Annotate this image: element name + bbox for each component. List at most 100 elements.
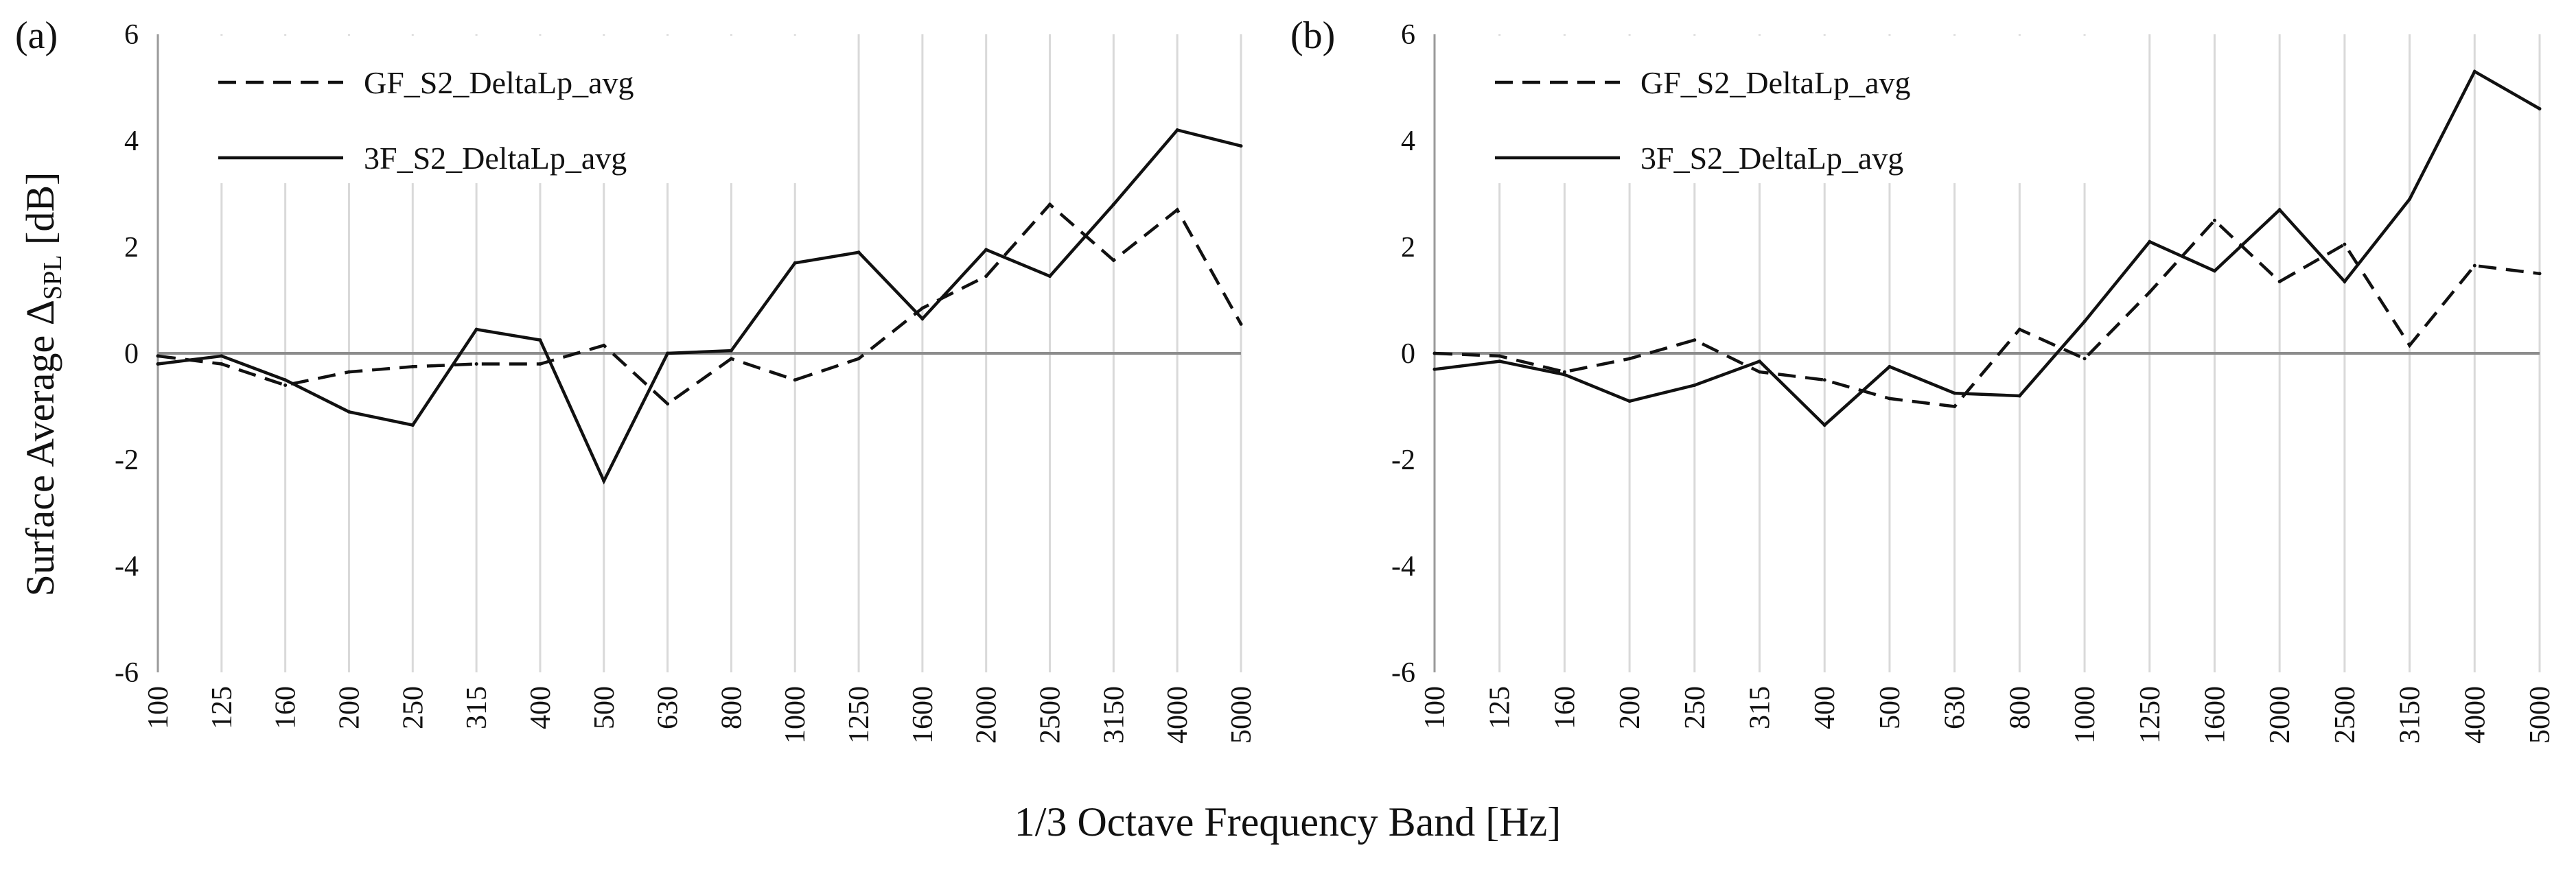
x-tick-label: 630	[1940, 686, 1971, 729]
x-tick-label: 100	[1419, 686, 1451, 729]
y-axis-title-unit: [dB]	[18, 172, 62, 255]
y-tick-label: 0	[124, 338, 139, 370]
x-tick-label: 250	[1680, 686, 1711, 729]
data-point	[920, 306, 925, 310]
y-tick-label: 2	[1401, 232, 1415, 263]
data-point	[283, 384, 288, 387]
data-point	[2472, 263, 2476, 268]
data-point	[793, 378, 797, 382]
x-tick-label: 200	[1614, 686, 1646, 729]
data-point	[1888, 397, 1892, 401]
data-point	[2343, 242, 2347, 246]
data-point	[2408, 343, 2412, 347]
panel-label: (a)	[15, 14, 58, 57]
data-point	[2277, 208, 2282, 212]
data-point	[666, 402, 670, 406]
data-point	[984, 274, 988, 279]
data-point	[2082, 320, 2087, 323]
x-tick-label: 1250	[2135, 686, 2166, 744]
data-point	[1693, 384, 1697, 387]
data-point	[1758, 360, 1762, 364]
y-tick-label: -2	[115, 445, 139, 476]
x-tick-label: 2500	[1035, 686, 1067, 744]
x-tick-label: 500	[589, 686, 620, 729]
x-tick-label: 800	[2004, 686, 2036, 729]
y-tick-label: -4	[115, 551, 139, 582]
data-point	[1498, 360, 1502, 364]
data-point	[1111, 258, 1115, 262]
series-line-GF_S2_DeltaLp_avg	[157, 202, 1242, 406]
data-point	[857, 250, 861, 255]
data-point	[729, 349, 733, 353]
data-point	[2017, 327, 2021, 331]
data-point	[1498, 354, 1502, 358]
data-point	[602, 479, 606, 483]
data-point	[347, 410, 351, 414]
data-point	[220, 354, 224, 358]
x-tick-label: 2000	[971, 686, 1003, 744]
x-axis-title: 1/3 Octave Frequency Band [Hz]	[1014, 799, 1561, 845]
data-point	[857, 357, 861, 361]
data-point	[1822, 378, 1826, 382]
data-point	[156, 362, 160, 366]
y-tick-label: 0	[1401, 338, 1415, 370]
data-point	[538, 338, 542, 342]
data-point	[2212, 218, 2216, 222]
y-tick-label: 6	[1401, 19, 1415, 51]
y-tick-label: 2	[124, 232, 139, 263]
data-point	[538, 362, 542, 366]
data-point	[283, 378, 288, 382]
x-tick-label: 315	[1745, 686, 1776, 729]
y-tick-label: 6	[124, 19, 139, 51]
data-point	[1822, 423, 1826, 427]
x-tick-label: 4000	[1162, 686, 1194, 744]
x-tick-label: 2500	[2330, 686, 2361, 744]
data-point	[2017, 394, 2021, 398]
x-tick-label: 250	[397, 686, 429, 729]
data-point	[347, 370, 351, 374]
y-axis-title: Surface Average ΔSPL [dB]	[18, 172, 67, 597]
data-point	[1562, 373, 1566, 377]
data-point	[1888, 364, 1892, 368]
x-tick-label: 400	[1809, 686, 1841, 729]
data-point	[2408, 197, 2412, 201]
x-tick-label: 3150	[2395, 686, 2426, 744]
x-tick-label: 3150	[1098, 686, 1130, 744]
data-point	[2277, 279, 2282, 283]
data-point	[793, 261, 797, 265]
x-tick-label: 160	[1549, 686, 1581, 729]
data-point	[1693, 338, 1697, 342]
x-tick-label: 100	[143, 686, 174, 729]
data-point	[1953, 391, 1957, 395]
x-tick-label: 160	[270, 686, 302, 729]
x-tick-label: 800	[716, 686, 747, 729]
legend-entry: 3F_S2_DeltaLp_avg	[364, 141, 627, 176]
data-point	[2082, 357, 2087, 361]
x-tick-label: 400	[525, 686, 557, 729]
data-point	[156, 354, 160, 358]
data-point	[410, 364, 415, 368]
data-point	[920, 317, 925, 321]
legend-entry: GF_S2_DeltaLp_avg	[1640, 65, 1911, 100]
legend-entry: GF_S2_DeltaLp_avg	[364, 65, 634, 100]
y-tick-label: 4	[124, 126, 139, 157]
x-tick-label: 5000	[1226, 686, 1257, 744]
series-line-3F_S2_DeltaLp_avg	[1434, 69, 2541, 427]
data-point	[1432, 367, 1437, 371]
data-point	[474, 362, 478, 366]
x-tick-label: 200	[334, 686, 365, 729]
series-line-3F_S2_DeltaLp_avg	[157, 128, 1242, 485]
data-point	[1562, 370, 1566, 374]
data-point	[1953, 405, 1957, 408]
y-tick-label: -2	[1391, 445, 1415, 476]
data-point	[2538, 107, 2542, 110]
y-tick-label: -4	[1391, 551, 1415, 582]
data-point	[1048, 274, 1052, 279]
x-tick-label: 1000	[2069, 686, 2101, 744]
x-tick-label: 1600	[907, 686, 939, 744]
data-point	[220, 362, 224, 366]
x-tick-label: 4000	[2459, 686, 2491, 744]
x-tick-label: 315	[461, 686, 493, 729]
